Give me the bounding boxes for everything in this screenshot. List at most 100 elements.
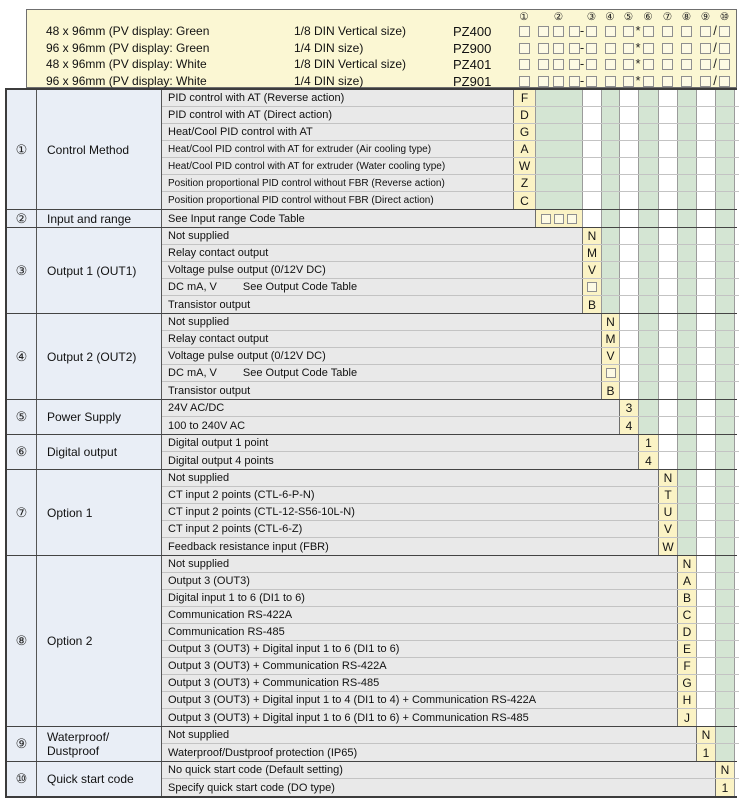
option-label: Relay contact output xyxy=(168,333,269,345)
column-band xyxy=(659,192,678,209)
option-label-cell: Not supplied xyxy=(162,727,697,743)
right-margin xyxy=(735,675,739,691)
option-label-cell: Heat/Cool PID control with AT for extrud… xyxy=(162,141,514,157)
code-box xyxy=(586,26,597,37)
model-din-label: 1/8 DIN Vertical size) xyxy=(294,24,407,38)
section-category: Output 2 (OUT2) xyxy=(37,314,162,399)
section: ④ Output 2 (OUT2) Not supplied N Relay conta… xyxy=(7,313,739,399)
code-cell: N xyxy=(697,727,716,743)
column-band xyxy=(697,314,716,330)
option-label-cell: Not supplied xyxy=(162,470,659,486)
option-label-cell: DC mA, V See Output Code Table xyxy=(162,365,602,381)
section-rows: Not supplied N Waterproof/Dustproof protec… xyxy=(162,727,739,761)
column-band xyxy=(620,124,639,140)
option-label: Not supplied xyxy=(168,316,230,328)
column-band xyxy=(639,314,659,330)
option-row: DC mA, V See Output Code Table xyxy=(162,279,739,296)
option-row: No quick start code (Default setting) N xyxy=(162,762,739,779)
section-number: ⑤ xyxy=(7,400,37,434)
column-band xyxy=(659,452,678,469)
column-band xyxy=(678,107,697,123)
right-margin xyxy=(735,245,739,261)
code-cell: N xyxy=(602,314,620,330)
column-band xyxy=(716,348,735,364)
column-band xyxy=(697,296,716,313)
code-cell: 1 xyxy=(639,435,659,451)
separator-slash: / xyxy=(713,39,717,55)
option-label: Position proportional PID control withou… xyxy=(168,195,434,206)
code-box xyxy=(662,75,673,87)
code-letter: M xyxy=(587,246,597,260)
option-label-cell: Transistor output xyxy=(162,382,602,399)
code-letter: W xyxy=(518,159,531,173)
option-row: See Input range Code Table xyxy=(162,210,739,227)
code-box xyxy=(518,75,530,87)
column-band xyxy=(602,296,620,313)
option-row: Communication RS-422A C xyxy=(162,607,739,624)
column-band xyxy=(716,709,735,726)
code-box xyxy=(518,42,530,54)
code-box xyxy=(719,26,730,37)
column-band xyxy=(716,658,735,674)
code-box xyxy=(642,59,654,70)
column-band xyxy=(536,107,583,123)
column-band xyxy=(697,262,716,278)
option-label-cell: Digital input 1 to 6 (DI1 to 6) xyxy=(162,590,678,606)
column-band xyxy=(659,228,678,244)
column-band xyxy=(716,435,735,451)
column-band xyxy=(716,675,735,691)
code-box xyxy=(568,42,580,54)
column-band xyxy=(659,417,678,434)
right-margin xyxy=(735,107,739,123)
column-band xyxy=(716,192,735,209)
column-band xyxy=(716,727,735,743)
option-label: Output 3 (OUT3) xyxy=(168,575,250,587)
column-band xyxy=(639,348,659,364)
section-rows: No quick start code (Default setting) N Sp… xyxy=(162,762,739,796)
option-label-cell: Output 3 (OUT3) + Digital input 1 to 6 (… xyxy=(162,641,678,657)
right-margin xyxy=(735,348,739,364)
option-row: DC mA, V See Output Code Table xyxy=(162,365,739,382)
code-cell: G xyxy=(678,675,697,691)
column-band xyxy=(716,331,735,347)
separator-hyphen: - xyxy=(579,23,585,38)
column-band xyxy=(620,175,639,191)
code-box xyxy=(642,26,654,37)
code-letter: B xyxy=(587,297,596,312)
section-number: ⑧ xyxy=(7,556,37,726)
column-band xyxy=(639,382,659,399)
right-margin xyxy=(735,124,739,140)
column-band xyxy=(659,365,678,381)
code-letter: E xyxy=(682,642,691,656)
code-letter: U xyxy=(663,505,673,519)
column-band xyxy=(620,262,639,278)
column-band xyxy=(697,504,716,520)
code-letter: N xyxy=(701,728,711,742)
code-box xyxy=(642,75,654,87)
column-band xyxy=(716,452,735,469)
column-band xyxy=(659,90,678,106)
option-label-cell: Communication RS-422A xyxy=(162,607,678,623)
section-category: Input and range xyxy=(37,210,162,227)
model-din-label: 1/8 DIN Vertical size) xyxy=(294,57,407,71)
column-band xyxy=(620,228,639,244)
code-cell: U xyxy=(659,504,678,520)
column-band xyxy=(602,90,620,106)
column-band xyxy=(697,452,716,469)
code-box xyxy=(700,42,711,54)
section-number: ⑨ xyxy=(7,727,37,761)
code-letter: 4 xyxy=(645,453,652,468)
model-din-label: 1/4 DIN size) xyxy=(294,73,364,88)
option-row: Communication RS-485 D xyxy=(162,624,739,641)
option-label: Digital output 1 point xyxy=(168,437,269,449)
column-band xyxy=(716,487,735,503)
code-letter: W xyxy=(662,539,674,554)
option-label: 100 to 240V AC xyxy=(168,419,246,432)
column-band xyxy=(697,692,716,708)
option-label-cell: Output 3 (OUT3) + Digital input 1 to 6 (… xyxy=(162,709,678,726)
code-cell: 1 xyxy=(716,779,735,796)
column-number: ⑨ xyxy=(700,11,711,23)
column-band xyxy=(536,192,583,209)
option-label-cell: Output 3 (OUT3) + Communication RS-485 xyxy=(162,675,678,691)
column-band xyxy=(697,417,716,434)
